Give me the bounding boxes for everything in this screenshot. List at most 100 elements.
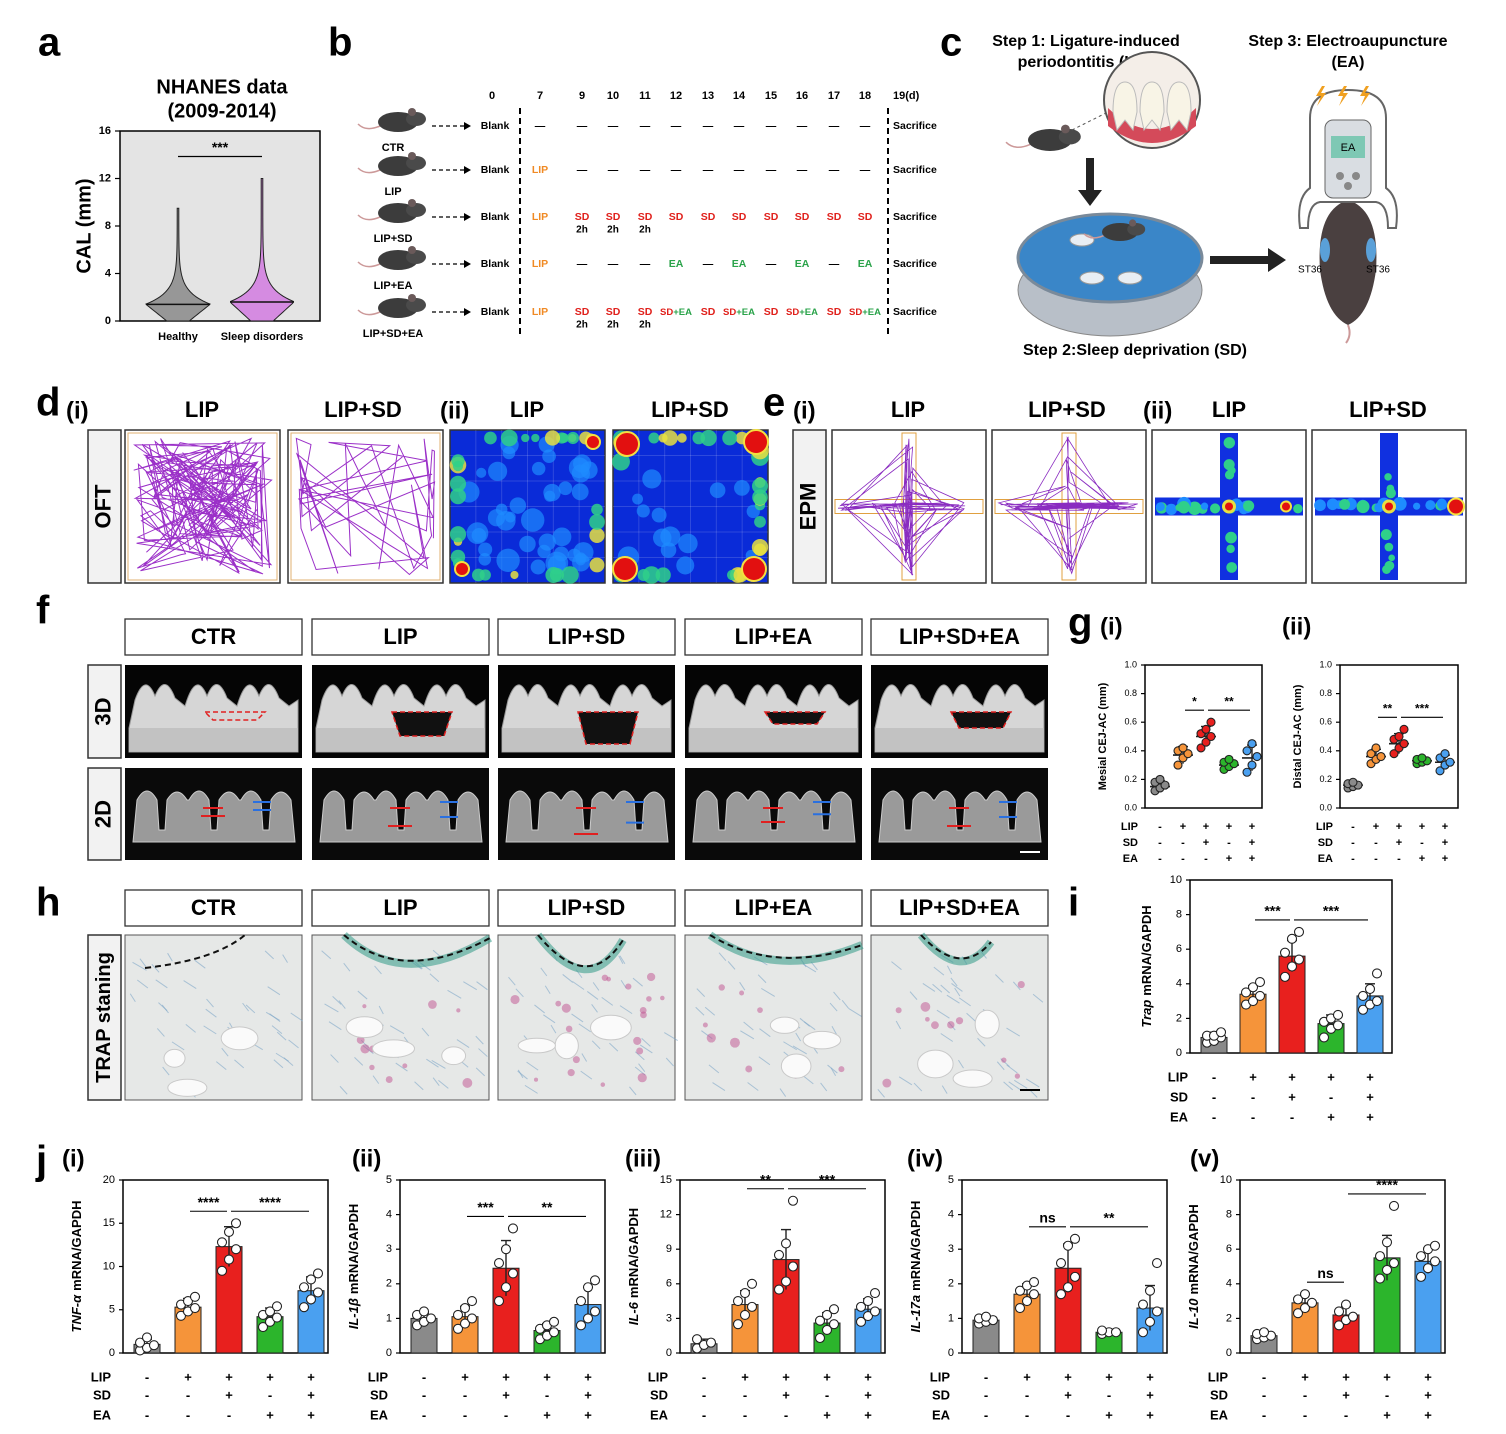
tooth (1139, 81, 1165, 132)
data-point (1242, 767, 1252, 777)
step-title: Step 3: Electroaupuncture (1248, 33, 1447, 50)
group-header: LIP (383, 624, 417, 649)
trap-positive-cell (385, 1076, 393, 1084)
tissue-fiber (995, 974, 1004, 983)
trap-positive-cell (637, 1073, 647, 1083)
tissue-fiber (276, 1031, 287, 1041)
zoom-line (1071, 111, 1109, 131)
tissue-fiber (1032, 993, 1044, 1003)
tissue-fiber (958, 1059, 964, 1069)
tissue-fiber (463, 981, 477, 991)
heat-spot (1210, 503, 1221, 514)
timeline-cell: — (671, 164, 682, 176)
y-tick-label: 0.0 (1124, 802, 1137, 812)
tissue-fiber (629, 1086, 637, 1096)
condition-mark: - (186, 1387, 190, 1402)
heat-spot (612, 452, 630, 471)
cell-token: Sacrifice (893, 306, 937, 318)
heat-spot (1200, 502, 1209, 510)
data-point (418, 1306, 430, 1317)
timeline-cell: SD (827, 306, 842, 318)
condition-mark: + (1146, 1407, 1154, 1422)
data-point (1429, 1256, 1441, 1267)
heat-spot (549, 567, 565, 583)
heat-spot (478, 542, 493, 557)
data-point (1299, 1289, 1311, 1300)
data-point (862, 1311, 874, 1322)
tissue-fiber (841, 1000, 849, 1009)
condition-mark: - (825, 1387, 829, 1402)
device-button (1336, 172, 1344, 180)
condition-label: EA (1123, 853, 1138, 865)
heat-peak (741, 556, 767, 582)
tissue-fiber (601, 996, 614, 1006)
acupoint-label: ST36 (1366, 265, 1390, 276)
cell-token: — (640, 120, 651, 132)
timeline-cell: — (608, 258, 619, 270)
data-point (1394, 731, 1404, 742)
condition-mark: - (1351, 837, 1355, 849)
significance-label: * (1192, 694, 1197, 708)
condition-mark: + (1396, 837, 1402, 849)
tissue-fiber (618, 955, 624, 964)
data-point (1347, 1311, 1359, 1322)
condition-mark: - (1158, 853, 1162, 865)
condition-mark: + (266, 1407, 274, 1422)
ct-3d-bone (689, 728, 858, 752)
crest-outline (537, 934, 624, 968)
tissue-fiber (581, 1053, 588, 1062)
condition-mark: + (1442, 853, 1448, 865)
tissue-fiber (476, 981, 488, 991)
marrow-space (952, 1069, 993, 1088)
data-point (1388, 1200, 1400, 1211)
heat-spot (1223, 437, 1236, 449)
arrow-head (464, 308, 471, 316)
y-tick-label: 0 (386, 1347, 392, 1359)
group-label: LIP+SD+EA (363, 328, 424, 340)
y-axis-title: mRNA/GAPDH (1186, 1204, 1201, 1294)
group-header: CTR (191, 624, 236, 649)
y-tick-label: 1.0 (1319, 659, 1332, 669)
y-tick-label: 0 (948, 1347, 954, 1359)
heat-spot (1392, 497, 1407, 511)
panel-letter: c (940, 21, 962, 65)
heat-spot (487, 461, 508, 481)
data-point (1160, 780, 1170, 790)
y-axis-label: Distal CEJ-AC (mm) (1292, 684, 1304, 788)
heat-spot (502, 446, 516, 460)
y-tick-label: 6 (1176, 943, 1182, 955)
tissue-fiber (966, 1012, 976, 1022)
timeline-cell: SD (827, 211, 842, 223)
significance-label: ** (760, 1171, 771, 1187)
tissue-fiber (758, 1056, 771, 1066)
tissue-fiber (343, 962, 351, 972)
condition-mark: + (543, 1407, 551, 1422)
y-tick-label: 0 (1176, 1047, 1182, 1059)
data-point (223, 1226, 235, 1237)
heat-peak (454, 561, 470, 577)
trap-positive-cell (510, 994, 520, 1005)
tissue-fiber (792, 1045, 807, 1055)
day-label: 10 (607, 90, 619, 102)
marrow-space (917, 1049, 954, 1079)
condition-mark: - (1420, 837, 1424, 849)
condition-mark: + (1419, 821, 1425, 833)
data-point (1376, 751, 1386, 762)
data-point (589, 1275, 601, 1286)
y-axis-title: mRNA/GAPDH (908, 1201, 923, 1291)
tissue-fiber (634, 1051, 645, 1061)
data-point (216, 1265, 228, 1276)
condition-mark: - (422, 1407, 426, 1422)
data-point (189, 1291, 201, 1302)
condition-label: EA (650, 1407, 669, 1422)
tissue-fiber (378, 1005, 384, 1015)
device-label: EA (1341, 142, 1356, 154)
y-tick-label: 0.8 (1124, 688, 1137, 698)
condition-mark: - (1344, 1407, 1348, 1422)
tooth (1166, 81, 1192, 132)
significance-label: *** (1415, 702, 1429, 716)
data-point (1247, 760, 1257, 770)
tissue-fiber (740, 1030, 755, 1040)
gene-name: IL-10 (1186, 1298, 1201, 1329)
tissue-fiber (638, 1063, 646, 1073)
